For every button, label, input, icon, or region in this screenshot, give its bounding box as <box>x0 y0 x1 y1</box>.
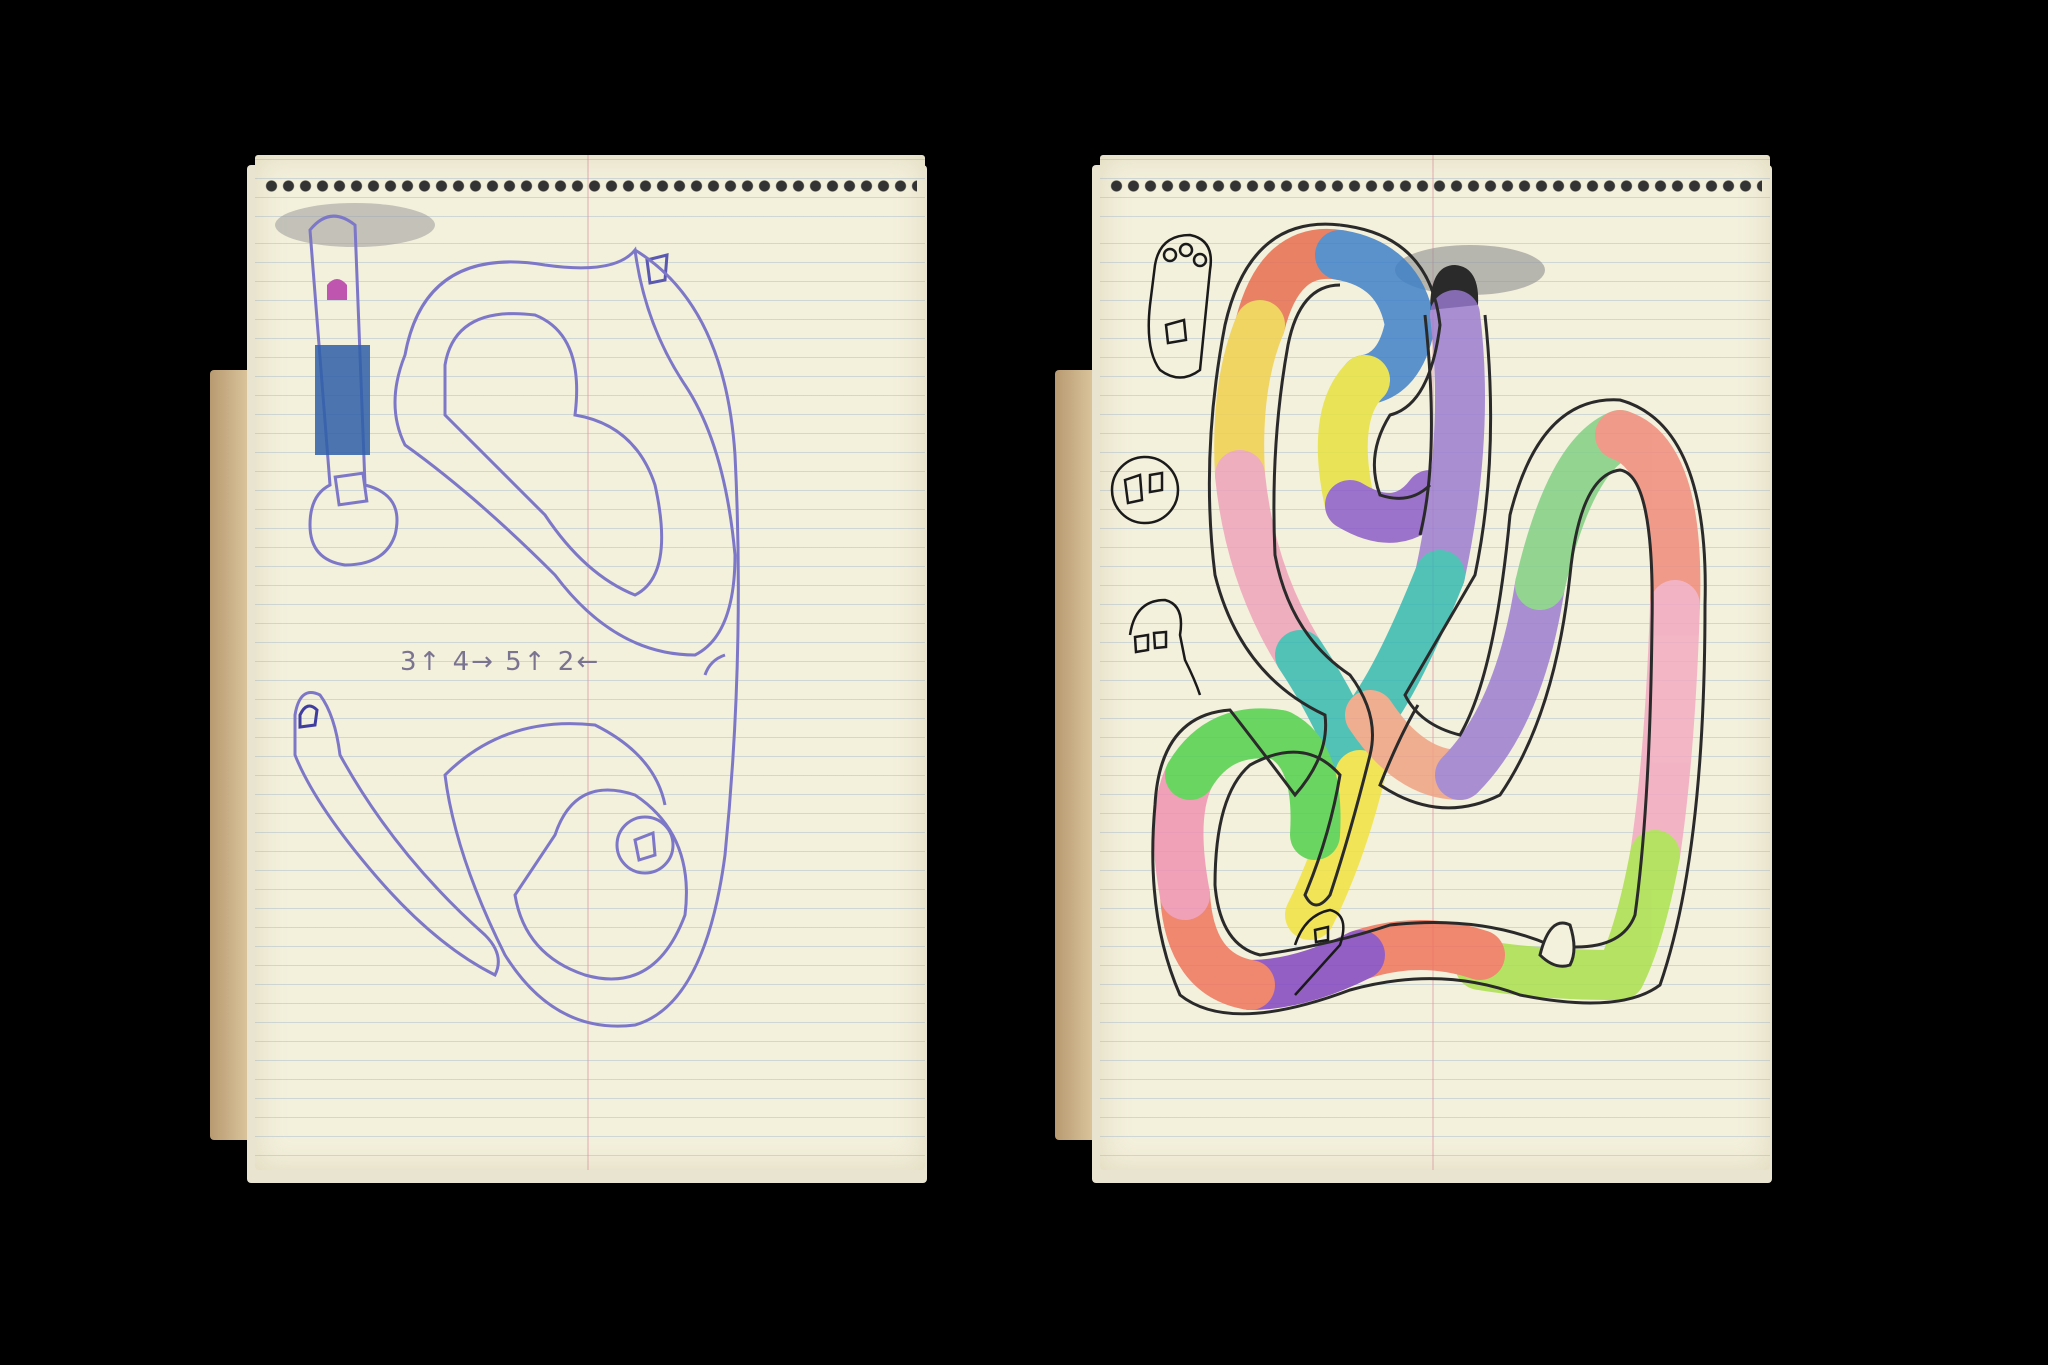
lined-paper-sheet <box>255 155 925 1170</box>
move-instructions-note: 3↑ 4→ 5↑ 2← <box>400 647 601 677</box>
right-notebook-page <box>1055 155 1772 1183</box>
left-notebook-page: 3↑ 4→ 5↑ 2← <box>210 155 927 1183</box>
spiral-binding <box>1108 177 1762 195</box>
purple-track-drawing <box>275 203 740 1028</box>
colorful-track-drawing <box>1110 222 1707 1016</box>
spiral-binding <box>263 177 917 195</box>
